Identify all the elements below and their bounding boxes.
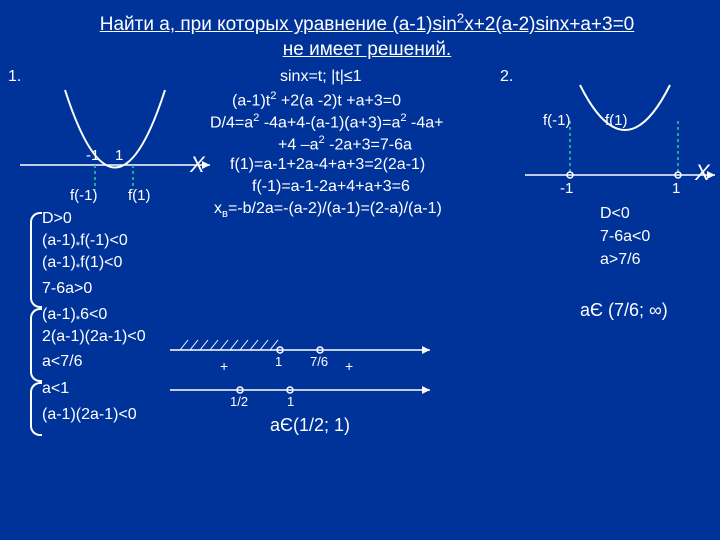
rc1: D<0 <box>600 205 630 223</box>
center-l1: sinx=t; |t|≤1 <box>280 68 362 86</box>
nl2-v12: 1/2 <box>230 394 248 409</box>
nl1-v1: 1 <box>275 354 282 369</box>
right-f1: f(1) <box>605 112 628 129</box>
lc4: 7-6a>0 <box>42 280 92 298</box>
center-l3: D/4=a2 -4a+4-(a-1)(a+3)=a2 -4a+ <box>210 112 444 132</box>
center-l4: +4 –a2 -2a+3=7-6a <box>278 134 412 154</box>
bracket-left-1 <box>30 212 42 308</box>
right-X: X <box>695 160 710 186</box>
right-x1: 1 <box>672 180 680 197</box>
rc2: 7-6a<0 <box>600 228 650 246</box>
right-parabola <box>525 75 720 215</box>
bracket-left-3 <box>30 382 42 436</box>
label-2: 2. <box>500 68 513 86</box>
lc3: (a-1)*f(1)<0 <box>42 254 122 274</box>
lc6: 2(a-1)(2a-1)<0 <box>42 328 146 346</box>
left-f1: f(1) <box>128 187 151 204</box>
left-parabola <box>20 75 220 215</box>
left-fminus1: f(-1) <box>70 187 98 204</box>
right-answer: aЄ (7/6; ∞) <box>580 300 668 321</box>
title-part2: не имеет решений. <box>283 39 451 60</box>
bottom-answer: aЄ(1/2; 1) <box>270 415 350 436</box>
lc2: (a-1)*f(-1)<0 <box>42 232 128 252</box>
left-X: X <box>190 152 205 178</box>
lc8: a<1 <box>42 380 69 398</box>
numline-bottom <box>170 370 440 410</box>
title-part1b: x+2(a-2)sinx+a+3=0 <box>464 14 634 35</box>
rc3: a>7/6 <box>600 251 640 269</box>
center-l2: (a-1)t2 +2(a -2)t +a+3=0 <box>232 90 401 110</box>
right-fminus1: f(-1) <box>543 112 571 129</box>
bracket-left-2 <box>30 308 42 382</box>
numline-top <box>170 330 440 370</box>
left-x1: 1 <box>115 147 123 164</box>
center-l7: xв=-b/2a=-(a-2)/(a-1)=(2-a)/(a-1) <box>214 200 442 220</box>
title: Найти а, при которых уравнение (a-1)sin2… <box>22 10 712 63</box>
nl1-v76: 7/6 <box>310 354 328 369</box>
left-xminus1: -1 <box>86 147 99 164</box>
lc7: a<7/6 <box>42 353 82 371</box>
lc9: (a-1)(2a-1)<0 <box>42 406 137 424</box>
title-part1: Найти а, при которых уравнение (a-1)sin <box>100 14 457 35</box>
center-l5: f(1)=a-1+2a-4+a+3=2(2a-1) <box>230 156 425 174</box>
right-xminus1: -1 <box>560 180 573 197</box>
lc1: D>0 <box>42 210 72 228</box>
center-l6: f(-1)=a-1-2a+4+a+3=6 <box>252 178 410 196</box>
nl2-v1: 1 <box>287 394 294 409</box>
lc5: (a-1)*6<0 <box>42 306 107 326</box>
